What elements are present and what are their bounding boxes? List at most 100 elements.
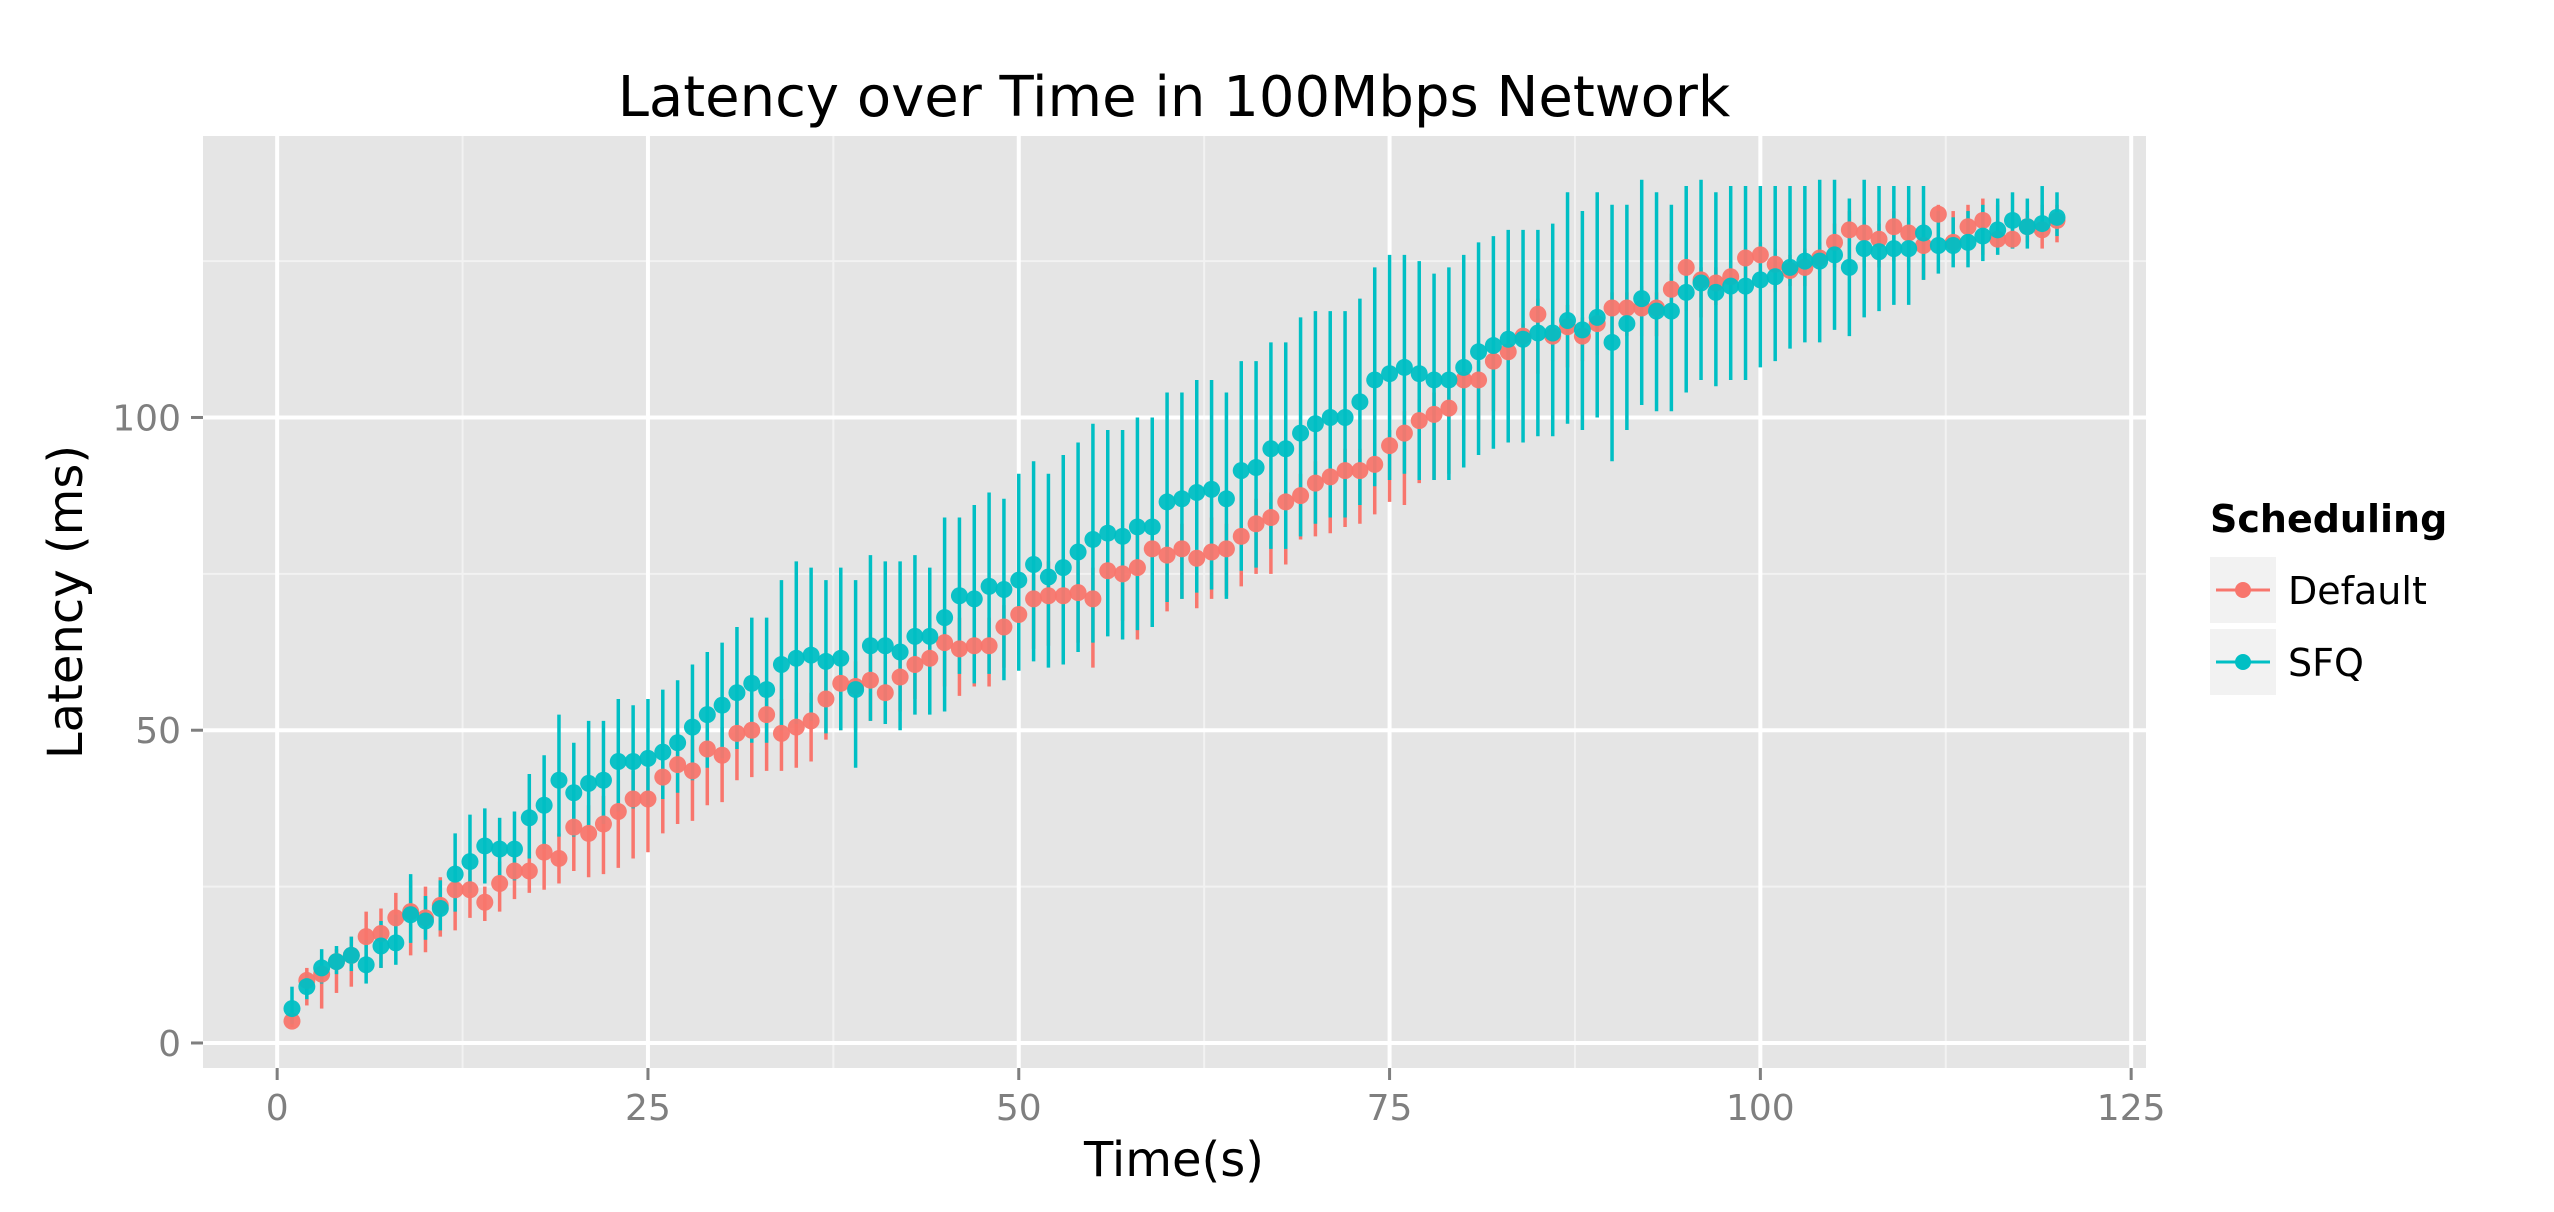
x-tick-label: 50 xyxy=(996,1088,1042,1129)
point-default xyxy=(1336,462,1354,480)
point-default xyxy=(580,824,598,842)
point-sfq xyxy=(832,649,850,667)
axis-ticks xyxy=(191,415,2133,1080)
point-sfq xyxy=(372,937,390,955)
point-sfq xyxy=(1751,271,1769,289)
point-sfq xyxy=(906,627,924,645)
point-sfq xyxy=(1351,393,1369,411)
point-default xyxy=(1885,218,1903,236)
point-sfq xyxy=(1959,233,1977,251)
point-sfq xyxy=(550,771,568,789)
point-sfq xyxy=(1425,371,1443,389)
point-sfq xyxy=(1470,343,1488,361)
x-tick-labels: 0 25 50 75 100 125 xyxy=(266,1088,2166,1129)
point-sfq xyxy=(283,1000,301,1018)
point-default xyxy=(520,862,538,880)
point-default xyxy=(980,637,998,655)
point-sfq xyxy=(2048,208,2066,226)
point-sfq xyxy=(565,784,583,802)
point-sfq xyxy=(1603,333,1621,351)
point-default xyxy=(639,790,657,808)
x-axis-label: Time(s) xyxy=(1083,1132,1264,1188)
chart-title: Latency over Time in 100Mbps Network xyxy=(618,65,1731,130)
point-sfq xyxy=(1811,252,1829,270)
point-default xyxy=(609,803,627,821)
point-default xyxy=(1751,246,1769,264)
point-sfq xyxy=(1915,224,1933,242)
point-sfq xyxy=(446,865,464,883)
point-default xyxy=(683,762,701,780)
point-default xyxy=(1366,455,1384,473)
point-sfq xyxy=(1677,283,1695,301)
point-sfq xyxy=(1648,302,1666,320)
point-sfq xyxy=(1128,518,1146,536)
point-default xyxy=(1025,590,1043,608)
point-default xyxy=(1929,205,1947,223)
x-tick-label: 125 xyxy=(2097,1088,2166,1129)
point-default xyxy=(802,712,820,730)
point-sfq xyxy=(1410,365,1428,383)
point-default xyxy=(1292,487,1310,505)
minor-gridlines xyxy=(203,136,2146,1068)
point-default xyxy=(950,640,968,658)
point-sfq xyxy=(802,646,820,664)
point-default xyxy=(491,874,509,892)
point-default xyxy=(505,862,523,880)
point-sfq xyxy=(1870,243,1888,261)
point-sfq xyxy=(1277,440,1295,458)
point-default xyxy=(965,637,983,655)
point-sfq xyxy=(1766,268,1784,286)
point-default xyxy=(1158,546,1176,564)
point-sfq xyxy=(1618,315,1636,333)
point-sfq xyxy=(594,771,612,789)
point-sfq xyxy=(847,681,865,699)
point-default xyxy=(1737,249,1755,267)
point-sfq xyxy=(1944,236,1962,254)
point-sfq xyxy=(1588,308,1606,326)
point-default xyxy=(1039,587,1057,605)
point-sfq xyxy=(1321,408,1339,426)
point-sfq xyxy=(1455,358,1473,376)
point-sfq xyxy=(387,934,405,952)
point-default xyxy=(1351,462,1369,480)
point-default xyxy=(1603,299,1621,317)
point-sfq xyxy=(1232,462,1250,480)
point-sfq xyxy=(580,774,598,792)
point-sfq xyxy=(402,906,420,924)
point-sfq xyxy=(713,696,731,714)
point-sfq xyxy=(1306,415,1324,433)
point-sfq xyxy=(1662,302,1680,320)
point-default xyxy=(1143,540,1161,558)
point-sfq xyxy=(1974,227,1992,245)
point-sfq xyxy=(1573,321,1591,339)
point-sfq xyxy=(357,956,375,974)
point-sfq xyxy=(669,734,687,752)
point-sfq xyxy=(1114,527,1132,545)
point-default xyxy=(1114,565,1132,583)
point-sfq xyxy=(1203,480,1221,498)
point-default xyxy=(1959,218,1977,236)
legend-key-sfq-point xyxy=(2235,654,2251,670)
point-default xyxy=(1069,584,1087,602)
point-default xyxy=(1826,233,1844,251)
point-sfq xyxy=(416,912,434,930)
point-sfq xyxy=(1692,274,1710,292)
point-default xyxy=(936,634,954,652)
point-sfq xyxy=(1737,277,1755,295)
point-sfq xyxy=(950,587,968,605)
point-sfq xyxy=(1885,240,1903,258)
point-default xyxy=(1262,509,1280,527)
y-tick-labels: 0 50 100 xyxy=(112,398,181,1065)
point-sfq xyxy=(2004,211,2022,229)
point-sfq xyxy=(535,796,553,814)
point-sfq xyxy=(1247,459,1265,477)
point-default xyxy=(1128,559,1146,577)
point-sfq xyxy=(728,684,746,702)
point-default xyxy=(654,768,672,786)
point-default xyxy=(1677,258,1695,276)
point-sfq xyxy=(1262,440,1280,458)
point-default xyxy=(772,724,790,742)
point-sfq xyxy=(980,577,998,595)
point-sfq xyxy=(476,837,494,855)
